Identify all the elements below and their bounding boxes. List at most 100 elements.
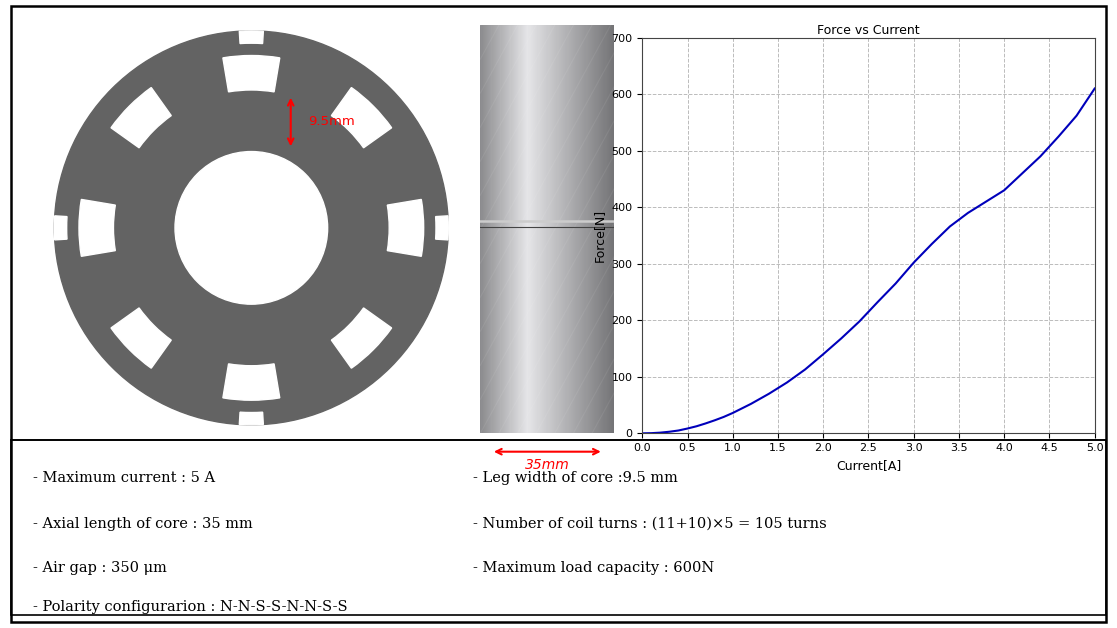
Circle shape	[55, 31, 448, 425]
Bar	[496, 25, 497, 433]
Wedge shape	[436, 216, 448, 240]
Bar	[542, 25, 543, 433]
Bar	[588, 25, 589, 433]
Wedge shape	[264, 290, 333, 366]
Bar	[500, 25, 502, 433]
Bar	[535, 25, 536, 433]
Bar	[504, 25, 505, 433]
Bar	[545, 25, 546, 433]
Bar	[581, 25, 582, 433]
Bar	[502, 25, 503, 433]
Bar	[487, 25, 488, 433]
Circle shape	[175, 151, 327, 304]
Bar	[493, 25, 494, 433]
Bar	[505, 25, 506, 433]
Bar	[575, 25, 576, 433]
Wedge shape	[332, 308, 392, 368]
Bar	[488, 25, 489, 433]
Wedge shape	[388, 200, 423, 256]
Bar	[564, 25, 565, 433]
Wedge shape	[113, 241, 189, 310]
Bar	[572, 25, 573, 433]
Text: - Axial length of core : 35 mm: - Axial length of core : 35 mm	[34, 517, 252, 531]
Bar	[556, 25, 557, 433]
Bar	[503, 25, 504, 433]
Bar	[613, 25, 614, 433]
Text: - Maximum current : 5 A: - Maximum current : 5 A	[34, 471, 216, 485]
Y-axis label: Force[N]: Force[N]	[593, 209, 605, 262]
Wedge shape	[170, 89, 239, 166]
Wedge shape	[314, 146, 390, 215]
Text: 35mm: 35mm	[525, 458, 570, 472]
Bar	[612, 25, 613, 433]
Wedge shape	[239, 412, 264, 425]
Bar	[516, 25, 517, 433]
Bar	[510, 25, 512, 433]
Bar	[527, 25, 528, 433]
Bar	[580, 25, 581, 433]
Bar	[550, 25, 551, 433]
Bar	[598, 25, 599, 433]
Bar	[586, 25, 588, 433]
X-axis label: Current[A]: Current[A]	[836, 458, 901, 472]
Text: - Number of coil turns : (11+10)×5 = 105 turns: - Number of coil turns : (11+10)×5 = 105…	[472, 517, 827, 531]
Wedge shape	[55, 216, 67, 240]
Bar	[562, 25, 563, 433]
Bar	[571, 25, 572, 433]
Text: - Maximum load capacity : 600N: - Maximum load capacity : 600N	[472, 561, 714, 575]
Bar	[486, 25, 487, 433]
Bar	[497, 25, 498, 433]
Bar	[485, 25, 486, 433]
Text: - Leg width of core :9.5 mm: - Leg width of core :9.5 mm	[472, 471, 678, 485]
Bar	[600, 25, 601, 433]
Bar	[567, 25, 569, 433]
Wedge shape	[111, 87, 171, 148]
Wedge shape	[314, 241, 390, 310]
Text: - Air gap : 350 μm: - Air gap : 350 μm	[34, 561, 166, 575]
Bar	[484, 25, 485, 433]
Bar	[553, 25, 554, 433]
Wedge shape	[223, 364, 279, 400]
Bar	[570, 25, 571, 433]
Bar	[481, 25, 483, 433]
Bar	[574, 25, 575, 433]
Bar	[577, 25, 579, 433]
Wedge shape	[264, 89, 333, 166]
Bar	[601, 25, 602, 433]
Bar	[558, 25, 560, 433]
Bar	[491, 25, 493, 433]
Wedge shape	[170, 290, 239, 366]
Bar	[490, 25, 491, 433]
Bar	[498, 25, 499, 433]
Wedge shape	[332, 87, 392, 148]
Bar	[548, 25, 550, 433]
Bar	[608, 25, 609, 433]
Bar	[499, 25, 500, 433]
Bar	[514, 25, 515, 433]
Text: 9.5mm: 9.5mm	[308, 116, 355, 129]
Wedge shape	[239, 31, 264, 43]
Bar	[584, 25, 585, 433]
Bar	[517, 25, 518, 433]
Bar	[593, 25, 594, 433]
Wedge shape	[113, 146, 189, 215]
Bar	[494, 25, 495, 433]
Bar	[506, 25, 507, 433]
Bar	[607, 25, 608, 433]
Bar	[532, 25, 533, 433]
Bar	[509, 25, 510, 433]
Bar	[508, 25, 509, 433]
Bar	[603, 25, 604, 433]
Bar	[583, 25, 584, 433]
Wedge shape	[111, 308, 171, 368]
Bar	[610, 25, 611, 433]
Bar	[524, 25, 525, 433]
Bar	[513, 25, 514, 433]
Bar	[561, 25, 562, 433]
Bar	[480, 25, 481, 433]
Bar	[489, 25, 490, 433]
Wedge shape	[223, 55, 279, 92]
Bar	[538, 25, 540, 433]
Bar	[565, 25, 566, 433]
Text: - Polarity configurarion : N-N-S-S-N-N-S-S: - Polarity configurarion : N-N-S-S-N-N-S…	[34, 600, 347, 614]
